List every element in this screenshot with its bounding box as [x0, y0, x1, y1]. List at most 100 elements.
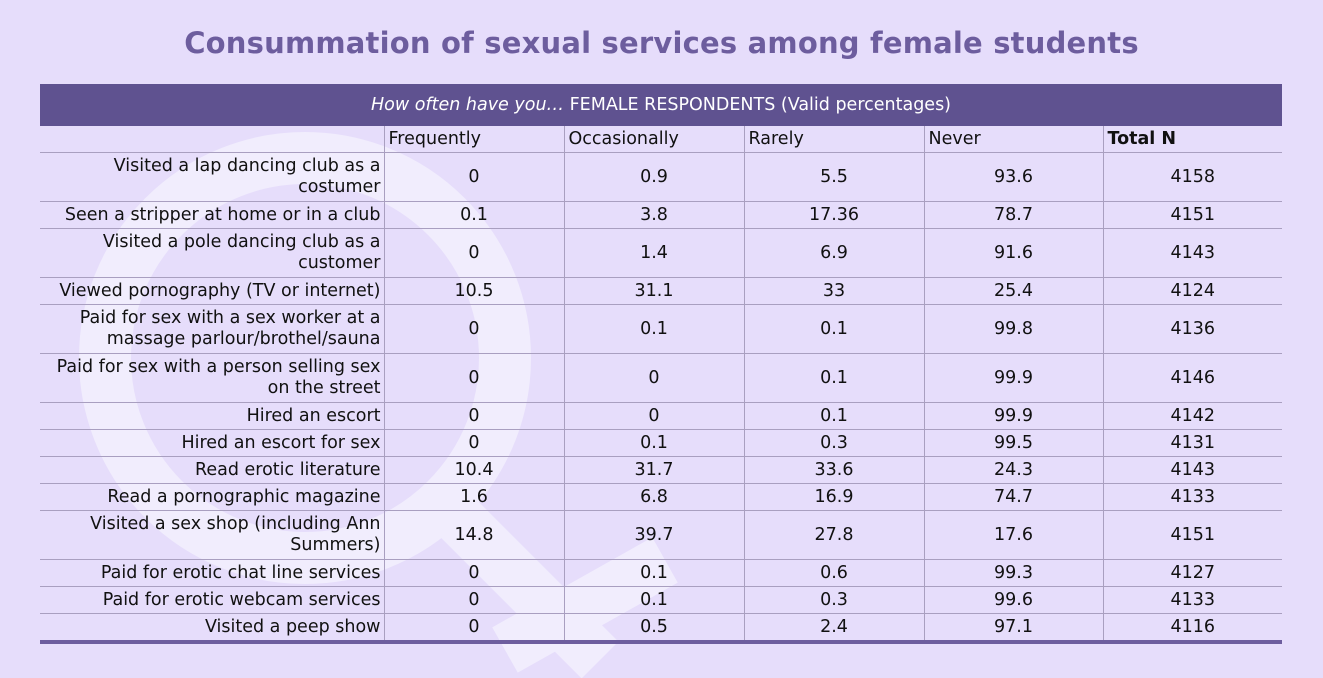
table-row: Paid for erotic chat line services 0 0.1 0.…: [40, 559, 1282, 587]
row-label: Paid for erotic chat line services: [40, 559, 384, 587]
table-cell: 10.4: [383, 456, 564, 484]
table-row: Visited a peep show 0 0.5 2.4 97.1 4116: [40, 613, 1282, 644]
banner-question: How often have you…: [370, 94, 565, 115]
table-cell: 4143: [1102, 228, 1282, 278]
table-row: Visited a pole dancing club as a custome…: [40, 228, 1282, 278]
row-label: Visited a lap dancing club as a costumer: [40, 152, 384, 202]
column-header-total-n: Total N: [1102, 126, 1282, 153]
table-cell: 4133: [1102, 586, 1282, 614]
table-cell: 99.5: [923, 429, 1103, 457]
table-cell: 1.6: [383, 483, 564, 511]
row-label: Paid for sex with a person selling sex o…: [40, 353, 384, 403]
table-row: Visited a lap dancing club as a costumer…: [40, 152, 1282, 202]
table-banner: How often have you… FEMALE RESPONDENTS (…: [40, 84, 1282, 126]
banner-cell: How often have you… FEMALE RESPONDENTS (…: [40, 84, 1282, 126]
table-cell: 4133: [1102, 483, 1282, 511]
table-cell: 0.1: [563, 586, 744, 614]
column-header-frequently: Frequently: [383, 126, 564, 153]
table-cell: 17.36: [743, 201, 924, 229]
table-cell: 5.5: [743, 152, 924, 202]
table-cell: 39.7: [563, 510, 744, 560]
table-cell: 0.1: [563, 304, 744, 354]
table-cell: 10.5: [383, 277, 564, 305]
table-cell: 0.1: [563, 429, 744, 457]
table-cell: 4127: [1102, 559, 1282, 587]
table-cell: 1.4: [563, 228, 744, 278]
table-cell: 4124: [1102, 277, 1282, 305]
table-cell: 99.9: [923, 402, 1103, 430]
column-header-never: Never: [923, 126, 1103, 153]
row-label: Seen a stripper at home or in a club: [40, 201, 384, 229]
column-header-occasionally: Occasionally: [563, 126, 744, 153]
table-cell: 25.4: [923, 277, 1103, 305]
table-cell: 0: [383, 429, 564, 457]
table-cell: 4136: [1102, 304, 1282, 354]
table-cell: 33.6: [743, 456, 924, 484]
table-row: Paid for erotic webcam services 0 0.1 0.3 99…: [40, 586, 1282, 614]
header-blank-cell: [40, 126, 384, 153]
data-table-container: How often have you… FEMALE RESPONDENTS (…: [40, 84, 1282, 644]
table-cell: 0.5: [563, 613, 744, 644]
table-cell: 99.3: [923, 559, 1103, 587]
table-cell: 14.8: [383, 510, 564, 560]
table-cell: 3.8: [563, 201, 744, 229]
table-cell: 99.8: [923, 304, 1103, 354]
table-cell: 0.1: [743, 304, 924, 354]
table-cell: 0.1: [383, 201, 564, 229]
table-cell: 0.1: [563, 559, 744, 587]
table-row: Paid for sex with a person selling sex o…: [40, 353, 1282, 403]
table-cell: 0: [383, 228, 564, 278]
row-label: Visited a pole dancing club as a custome…: [40, 228, 384, 278]
row-label: Read a pornographic magazine: [40, 483, 384, 511]
table-cell: 0: [383, 559, 564, 587]
table-cell: 0: [383, 586, 564, 614]
table-row: Hired an escort 0 0 0.1 99.9 4142: [40, 402, 1282, 430]
table-cell: 4131: [1102, 429, 1282, 457]
table-cell: 33: [743, 277, 924, 305]
table-cell: 24.3: [923, 456, 1103, 484]
table-cell: 6.8: [563, 483, 744, 511]
table-cell: 16.9: [743, 483, 924, 511]
banner-label: FEMALE RESPONDENTS (Valid percentages): [564, 94, 952, 115]
table-cell: 0.6: [743, 559, 924, 587]
table-cell: 0.1: [743, 402, 924, 430]
row-label: Paid for erotic webcam services: [40, 586, 384, 614]
table-header-row: Frequently Occasionally Rarely Never Tot…: [40, 126, 1282, 153]
table-cell: 6.9: [743, 228, 924, 278]
table-cell: 78.7: [923, 201, 1103, 229]
page-title: Consummation of sexual services among fe…: [184, 26, 1139, 60]
table-row: Paid for sex with a sex worker at a mass…: [40, 304, 1282, 354]
table-cell: 2.4: [743, 613, 924, 644]
table-cell: 0.3: [743, 586, 924, 614]
table-row: Visited a sex shop (including Ann Summer…: [40, 510, 1282, 560]
table-cell: 4143: [1102, 456, 1282, 484]
table-cell: 4116: [1102, 613, 1282, 644]
table-cell: 0.9: [563, 152, 744, 202]
table-cell: 74.7: [923, 483, 1103, 511]
table-cell: 4151: [1102, 510, 1282, 560]
table-cell: 0.1: [743, 353, 924, 403]
table-cell: 31.7: [563, 456, 744, 484]
table-row: Seen a stripper at home or in a club 0.1 3…: [40, 201, 1282, 229]
column-header-rarely: Rarely: [743, 126, 924, 153]
row-label: Viewed pornography (TV or internet): [40, 277, 384, 305]
table-cell: 31.1: [563, 277, 744, 305]
table-row: Read erotic literature 10.4 31.7 33.6 24.3 41…: [40, 456, 1282, 484]
table-cell: 97.1: [923, 613, 1103, 644]
table-cell: 0: [383, 402, 564, 430]
table-row: Read a pornographic magazine 1.6 6.8 16.9 74…: [40, 483, 1282, 511]
table-cell: 0: [383, 353, 564, 403]
table-cell: 99.9: [923, 353, 1103, 403]
table-cell: 4151: [1102, 201, 1282, 229]
table-cell: 93.6: [923, 152, 1103, 202]
table-cell: 0: [563, 402, 744, 430]
data-table: How often have you… FEMALE RESPONDENTS (…: [40, 84, 1282, 644]
table-row: Hired an escort for sex 0 0.1 0.3 99.5 4131: [40, 429, 1282, 457]
row-label: Paid for sex with a sex worker at a mass…: [40, 304, 384, 354]
table-cell: 0: [383, 152, 564, 202]
table-cell: 4158: [1102, 152, 1282, 202]
table-cell: 27.8: [743, 510, 924, 560]
row-label: Visited a peep show: [40, 613, 384, 644]
row-label: Hired an escort: [40, 402, 384, 430]
